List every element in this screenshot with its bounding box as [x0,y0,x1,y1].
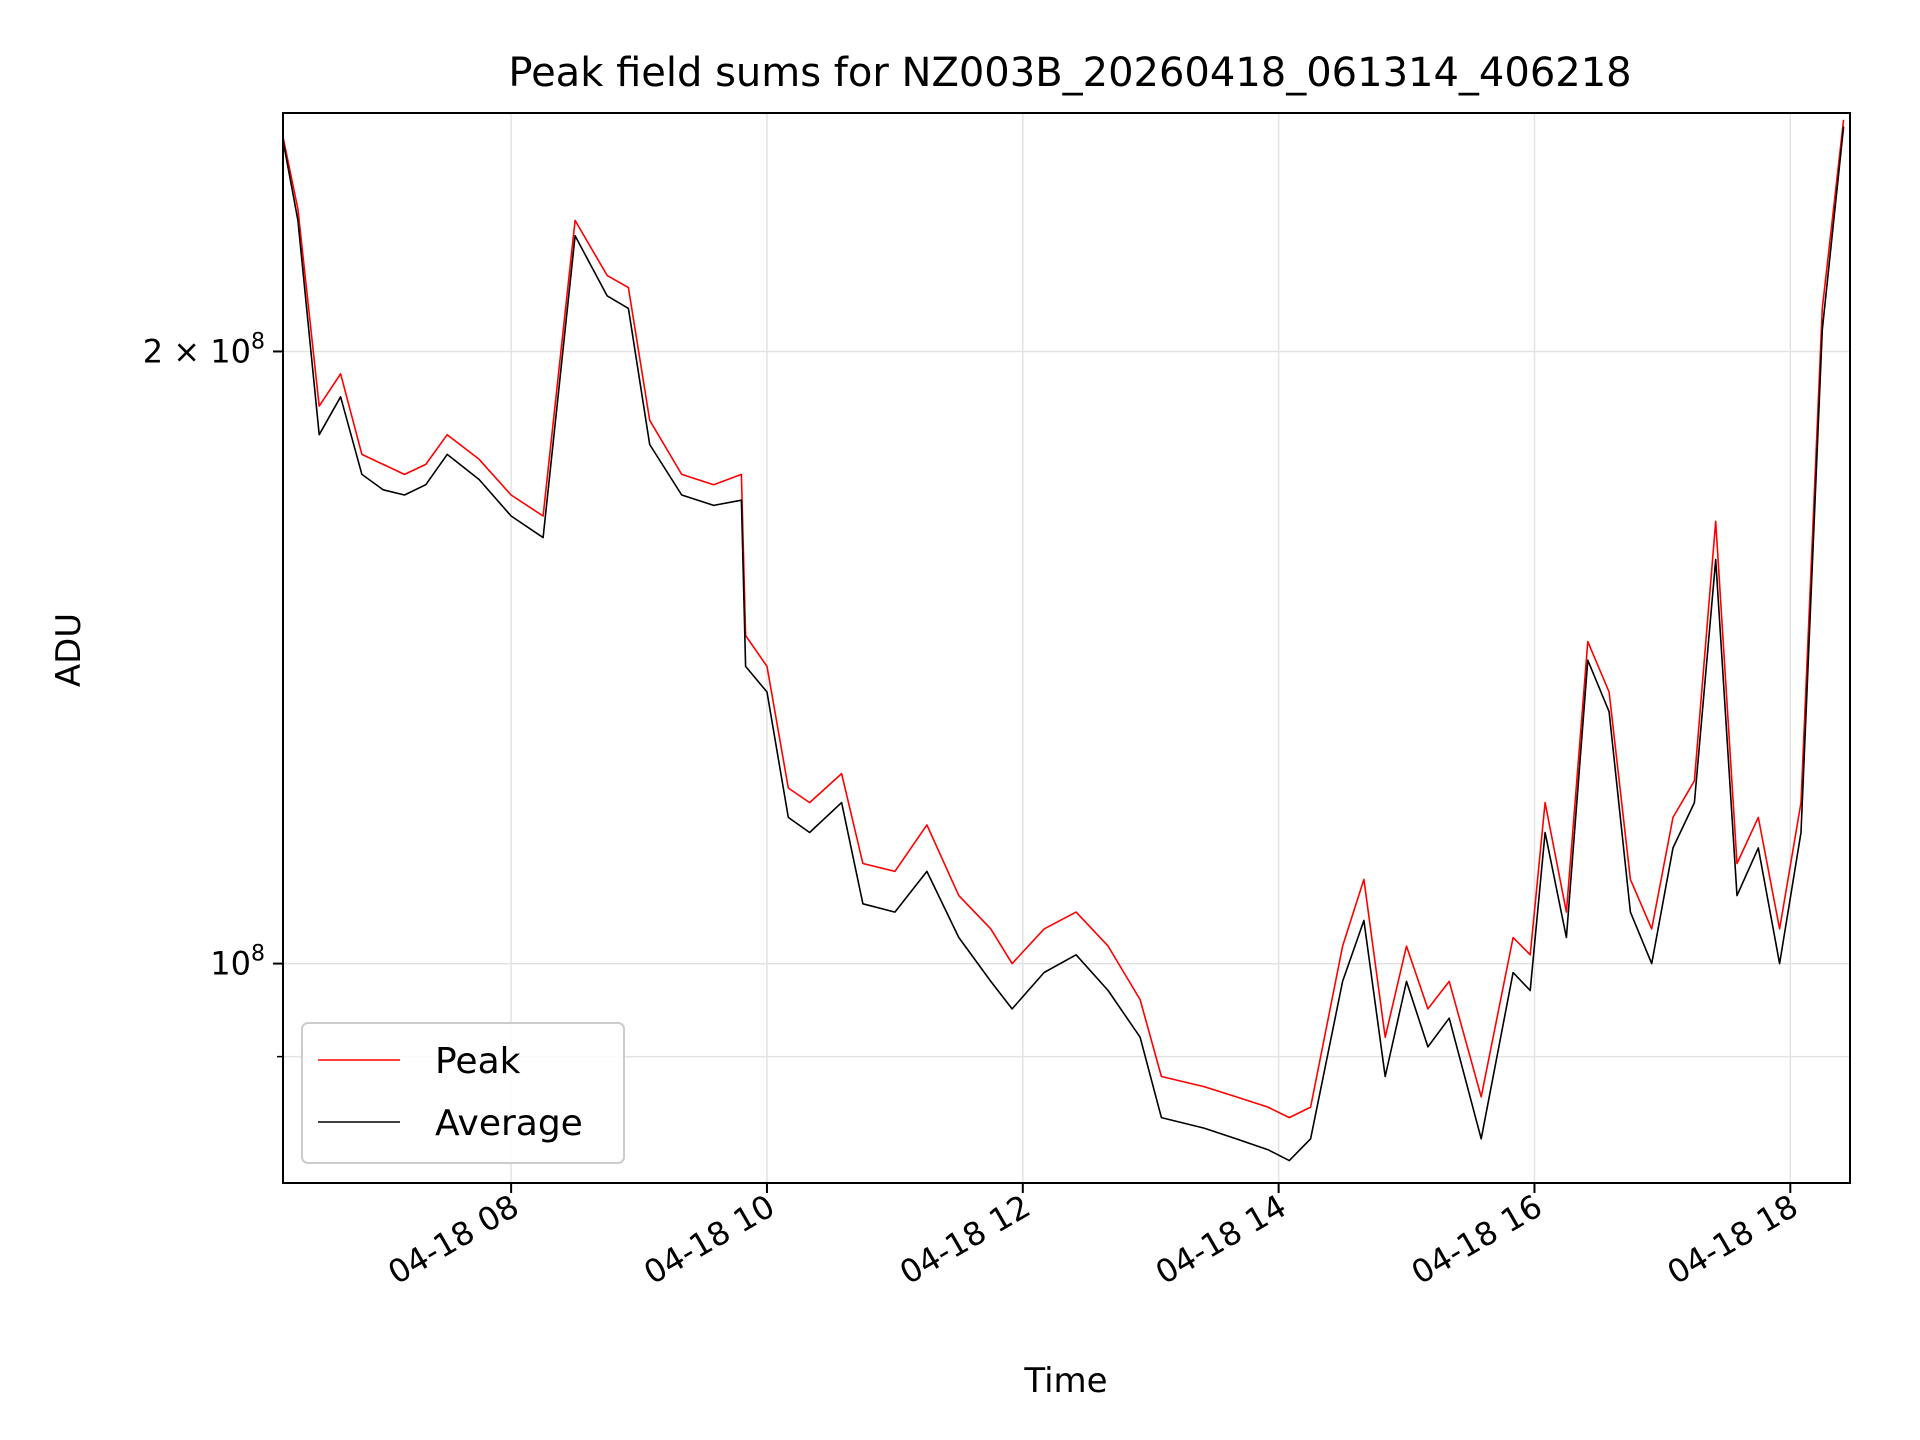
y-tick-base: 2 × 10 [143,332,251,370]
series-line-peak [283,119,1845,1119]
legend-label-average: Average [435,1103,583,1144]
y-tick-label: 108 [210,942,265,983]
plot-frame [282,112,1851,1184]
chart-title: Peak field sums for NZ003B_20260418_0613… [508,50,1631,96]
y-tick-exponent: 8 [251,942,265,967]
series-line-average [283,126,1845,1162]
legend-label-peak: Peak [435,1041,521,1082]
x-axis-label: Time [1023,1361,1107,1401]
legend-box [301,1022,625,1164]
y-tick-base: 10 [210,945,251,983]
y-tick-exponent: 8 [251,329,265,354]
series-layer [283,119,1845,1162]
y-axis-label: ADU [49,613,89,687]
y-tick-label: 2 × 108 [143,329,265,370]
legend: Peak Average [301,1022,625,1164]
